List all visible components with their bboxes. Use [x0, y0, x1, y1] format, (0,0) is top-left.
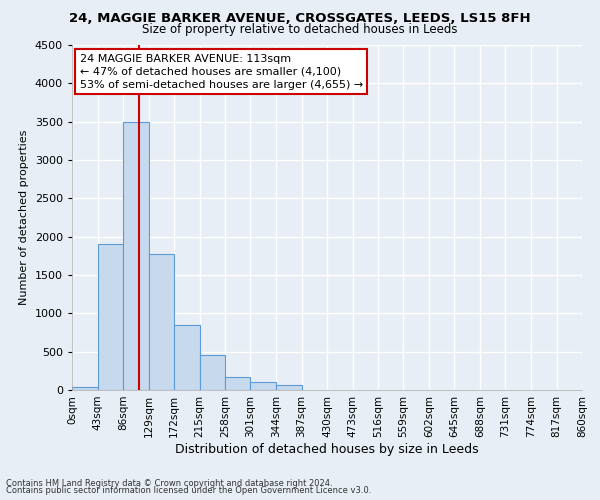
- Bar: [149, 254, 174, 390]
- Text: Size of property relative to detached houses in Leeds: Size of property relative to detached ho…: [142, 22, 458, 36]
- Y-axis label: Number of detached properties: Number of detached properties: [19, 130, 29, 305]
- Text: 24, MAGGIE BARKER AVENUE, CROSSGATES, LEEDS, LS15 8FH: 24, MAGGIE BARKER AVENUE, CROSSGATES, LE…: [69, 12, 531, 26]
- Text: 24 MAGGIE BARKER AVENUE: 113sqm
← 47% of detached houses are smaller (4,100)
53%: 24 MAGGIE BARKER AVENUE: 113sqm ← 47% of…: [80, 54, 363, 90]
- Text: Contains public sector information licensed under the Open Government Licence v3: Contains public sector information licen…: [6, 486, 371, 495]
- Text: Contains HM Land Registry data © Crown copyright and database right 2024.: Contains HM Land Registry data © Crown c…: [6, 478, 332, 488]
- Bar: [276, 385, 302, 390]
- Bar: [251, 382, 276, 390]
- Bar: [123, 122, 149, 390]
- Bar: [199, 354, 225, 390]
- Bar: [225, 376, 251, 390]
- Bar: [72, 387, 97, 390]
- Bar: [174, 325, 199, 390]
- X-axis label: Distribution of detached houses by size in Leeds: Distribution of detached houses by size …: [175, 442, 479, 456]
- Bar: [97, 244, 123, 390]
